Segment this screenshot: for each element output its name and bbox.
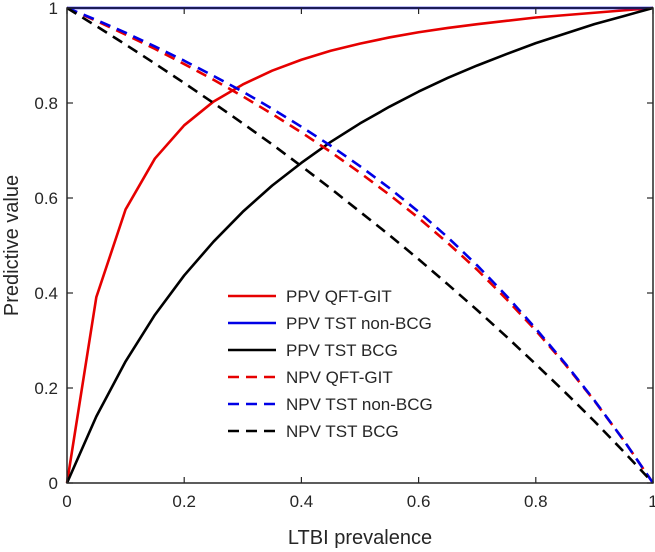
series-line-npv-tst-non-bcg	[66, 6, 655, 484]
y-axis-label: Predictive value	[1, 175, 23, 316]
series-line-ppv-tst-bcg	[65, 6, 654, 484]
legend: PPV QFT-GIT PPV TST non-BCG PPV TST BCG NPV…	[228, 287, 433, 441]
x-tick-label: 0.8	[524, 492, 548, 511]
legend-label: PPV TST BCG	[286, 341, 398, 360]
legend-label: NPV TST BCG	[286, 422, 399, 441]
plot-frame	[66, 7, 654, 484]
legend-label: PPV TST non-BCG	[286, 314, 432, 333]
x-axis-label: LTBI prevalence	[288, 527, 432, 549]
axis-ticks: 0 0.2 0.4 0.6 0.8 1 0 0.2 0.4 0.6 0.8 1	[34, 0, 655, 511]
y-tick-label: 0.8	[34, 94, 58, 113]
y-tick-label: 0.6	[34, 189, 58, 208]
y-tick-label: 0.4	[34, 284, 58, 303]
series-line-npv-tst-bcg	[66, 6, 654, 484]
x-tick-label: 1	[648, 492, 655, 511]
series-line-ppv-qft-git	[65, 6, 654, 484]
legend-label: NPV TST non-BCG	[286, 395, 433, 414]
x-tick-label: 0.2	[172, 492, 196, 511]
y-tick-label: 0	[49, 474, 58, 493]
x-tick-label: 0.4	[290, 492, 314, 511]
legend-label: NPV QFT-GIT	[286, 368, 393, 387]
y-tick-label: 1	[49, 0, 58, 18]
x-tick-label: 0	[62, 492, 71, 511]
y-tick-label: 0.2	[34, 379, 58, 398]
legend-label: PPV QFT-GIT	[286, 287, 392, 306]
x-tick-label: 0.6	[407, 492, 431, 511]
